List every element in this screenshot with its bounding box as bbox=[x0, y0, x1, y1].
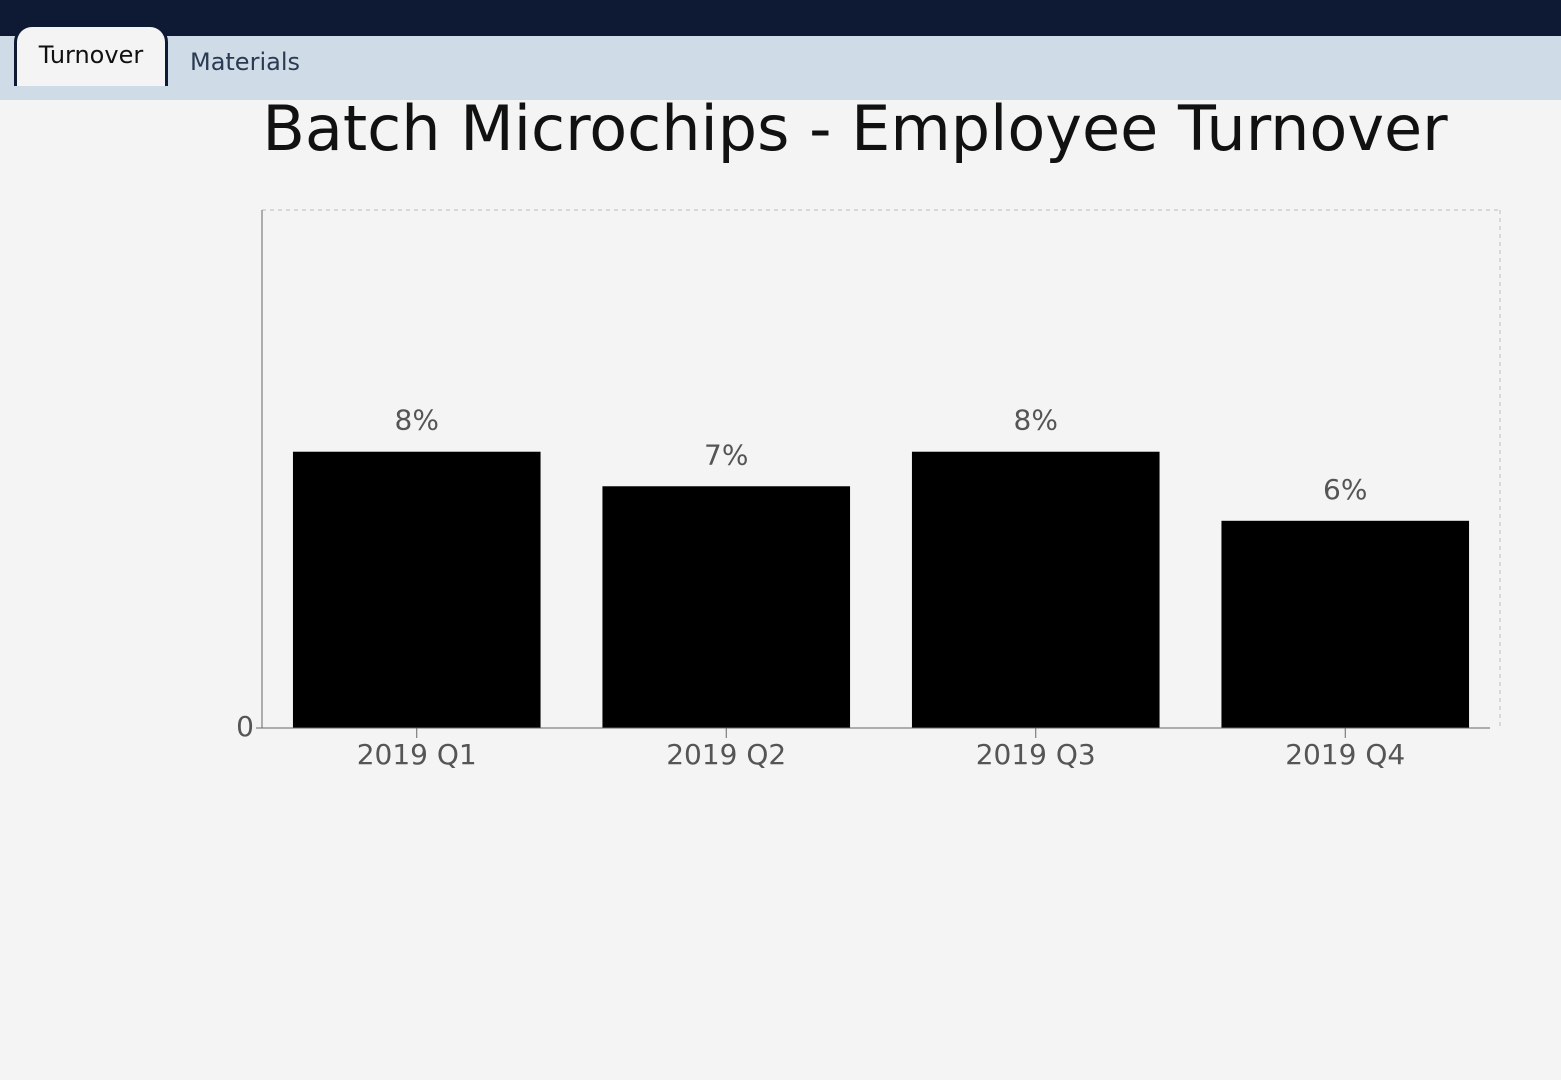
bar bbox=[911, 451, 1160, 728]
tab[interactable]: Materials bbox=[189, 48, 300, 76]
top-bar bbox=[0, 0, 1561, 36]
y-tick-label: 0 bbox=[236, 710, 254, 743]
data-label: 8% bbox=[1014, 404, 1058, 437]
bar bbox=[1221, 520, 1470, 728]
bar bbox=[602, 486, 851, 728]
chart: Batch Microchips - Employee Turnover 0 20… bbox=[236, 92, 1501, 771]
tab-active[interactable]: Turnover bbox=[14, 24, 168, 86]
x-tick-label: 2019 Q1 bbox=[357, 738, 477, 771]
x-tick-label: 2019 Q3 bbox=[976, 738, 1096, 771]
tab-strip bbox=[0, 36, 1561, 100]
x-tick-label: 2019 Q4 bbox=[1285, 738, 1405, 771]
data-label: 6% bbox=[1323, 473, 1367, 506]
chart-title: Batch Microchips - Employee Turnover bbox=[262, 92, 1448, 165]
bar bbox=[292, 451, 541, 728]
data-label: 7% bbox=[704, 438, 748, 471]
data-label: 8% bbox=[395, 404, 439, 437]
x-tick-label: 2019 Q2 bbox=[666, 738, 786, 771]
